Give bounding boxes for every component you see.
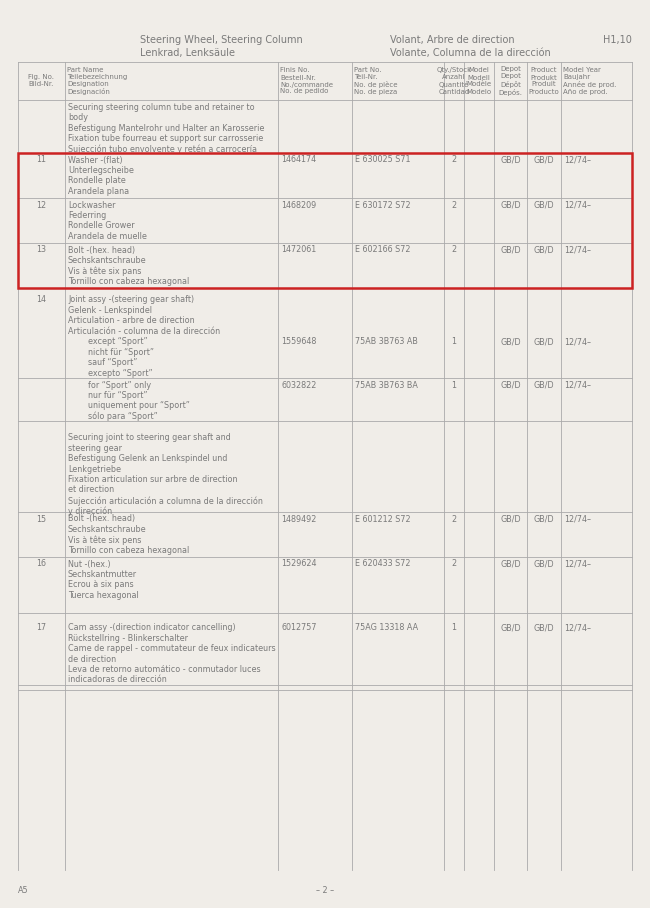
Text: 15: 15 (36, 515, 47, 524)
Text: 2: 2 (452, 559, 456, 568)
Text: 2: 2 (452, 515, 456, 524)
Text: Model Year
Baujahr
Année de prod.
Año de prod.: Model Year Baujahr Année de prod. Año de… (563, 67, 616, 95)
Text: Washer -(flat)
Unterlegscheibe
Rondelle plate
Arandela plana: Washer -(flat) Unterlegscheibe Rondelle … (68, 155, 134, 196)
Text: 12/74–: 12/74– (564, 624, 591, 633)
Text: Cam assy -(direction indicator cancelling)
Rückstellring - Blinkerschalter
Came : Cam assy -(direction indicator cancellin… (68, 624, 276, 685)
Text: 1559648: 1559648 (281, 338, 317, 347)
Text: GB/D: GB/D (500, 245, 521, 254)
Text: GB/D: GB/D (534, 559, 554, 568)
Text: 2: 2 (452, 201, 456, 210)
Text: Joint assy -(steering gear shaft)
Gelenk - Lenkspindel
Articulation - arbre de d: Joint assy -(steering gear shaft) Gelenk… (68, 295, 220, 336)
Text: E 602166 S72: E 602166 S72 (355, 245, 411, 254)
Text: GB/D: GB/D (500, 201, 521, 210)
Text: Depot
Depot
Dépôt
Depós.: Depot Depot Dépôt Depós. (499, 66, 523, 95)
Text: Qty./Stock
Anzahl
Quantité
Cantidad: Qty./Stock Anzahl Quantité Cantidad (436, 67, 472, 95)
Text: 75AG 13318 AA: 75AG 13318 AA (355, 624, 418, 633)
Text: Fig. No.
Bild-Nr.: Fig. No. Bild-Nr. (29, 74, 55, 87)
Text: E 601212 S72: E 601212 S72 (355, 515, 411, 524)
Text: Lockwasher
Federring
Rondelle Grower
Arandela de muelle: Lockwasher Federring Rondelle Grower Ara… (68, 201, 147, 241)
Text: E 620433 S72: E 620433 S72 (355, 559, 411, 568)
Text: E 630025 S71: E 630025 S71 (355, 155, 411, 164)
Text: 14: 14 (36, 295, 47, 304)
Text: Lenkrad, Lenksäule: Lenkrad, Lenksäule (140, 48, 235, 58)
Text: GB/D: GB/D (500, 559, 521, 568)
Text: GB/D: GB/D (534, 245, 554, 254)
Text: Model
Modell
Modèle
Modelo: Model Modell Modèle Modelo (467, 67, 491, 94)
Text: GB/D: GB/D (500, 515, 521, 524)
Text: GB/D: GB/D (534, 380, 554, 390)
Text: for “Sport” only
nur für “Sport”
uniquement pour “Sport”
sólo para “Sport”: for “Sport” only nur für “Sport” uniquem… (88, 380, 190, 421)
Text: 11: 11 (36, 155, 47, 164)
Text: 2: 2 (452, 245, 456, 254)
Text: GB/D: GB/D (534, 155, 554, 164)
Text: except “Sport”
nicht für “Sport”
sauf “Sport”
excepto “Sport”: except “Sport” nicht für “Sport” sauf “S… (88, 338, 154, 378)
Text: 1464174: 1464174 (281, 155, 316, 164)
Text: GB/D: GB/D (500, 338, 521, 347)
Text: GB/D: GB/D (534, 201, 554, 210)
Text: 12/74–: 12/74– (564, 245, 591, 254)
Text: Part No.
Teil-Nr.
No. de pièce
No. de pieza: Part No. Teil-Nr. No. de pièce No. de pi… (354, 67, 398, 95)
Text: H1,10: H1,10 (603, 35, 632, 45)
Text: Volante, Columna de la dirección: Volante, Columna de la dirección (390, 48, 551, 58)
Text: 1468209: 1468209 (281, 201, 317, 210)
Text: Steering Wheel, Steering Column: Steering Wheel, Steering Column (140, 35, 303, 45)
Text: 12/74–: 12/74– (564, 380, 591, 390)
Text: 12: 12 (36, 201, 47, 210)
Text: 1489492: 1489492 (281, 515, 317, 524)
Text: 12/74–: 12/74– (564, 338, 591, 347)
Text: A5: A5 (18, 886, 29, 895)
Text: Securing joint to steering gear shaft and
steering gear
Befestigung Gelenk an Le: Securing joint to steering gear shaft an… (68, 433, 263, 517)
Text: Bolt -(hex. head)
Sechskantschraube
Vis à tête six pans
Tornillo con cabeza hexa: Bolt -(hex. head) Sechskantschraube Vis … (68, 245, 189, 286)
Text: 6012757: 6012757 (281, 624, 317, 633)
Text: 1529624: 1529624 (281, 559, 317, 568)
Text: 75AB 3B763 AB: 75AB 3B763 AB (355, 338, 418, 347)
Text: 2: 2 (452, 155, 456, 164)
Text: Finis No.
Bestell-Nr.
No./commande
No. de pedido: Finis No. Bestell-Nr. No./commande No. d… (280, 67, 333, 94)
Text: GB/D: GB/D (534, 338, 554, 347)
Text: Part Name
Teilebezeichnung
Designation
Designación: Part Name Teilebezeichnung Designation D… (67, 67, 127, 95)
Text: E 630172 S72: E 630172 S72 (355, 201, 411, 210)
Text: Bolt -(hex. head)
Sechskantschraube
Vis à tête six pens
Tornillo con cabeza hexa: Bolt -(hex. head) Sechskantschraube Vis … (68, 515, 189, 556)
Text: 13: 13 (36, 245, 47, 254)
Text: 12/74–: 12/74– (564, 559, 591, 568)
Text: 75AB 3B763 BA: 75AB 3B763 BA (355, 380, 418, 390)
Text: GB/D: GB/D (534, 624, 554, 633)
Text: Securing steering column tube and retainer to
body
Befestigung Mantelrohr und Ha: Securing steering column tube and retain… (68, 103, 265, 154)
Text: 1472061: 1472061 (281, 245, 317, 254)
Text: 12/74–: 12/74– (564, 155, 591, 164)
Text: Product
Produkt
Produit
Producto: Product Produkt Produit Producto (528, 67, 560, 94)
Text: GB/D: GB/D (500, 380, 521, 390)
Text: GB/D: GB/D (500, 624, 521, 633)
Text: 1: 1 (452, 624, 456, 633)
Bar (18, 153, 632, 288)
Text: 1: 1 (452, 338, 456, 347)
Text: Volant, Arbre de direction: Volant, Arbre de direction (390, 35, 515, 45)
Text: – 2 –: – 2 – (316, 886, 334, 895)
Text: 1: 1 (452, 380, 456, 390)
Text: 12/74–: 12/74– (564, 201, 591, 210)
Text: Nut -(hex.)
Sechskantmutter
Ecrou à six pans
Tuerca hexagonal: Nut -(hex.) Sechskantmutter Ecrou à six … (68, 559, 138, 599)
Text: 17: 17 (36, 624, 47, 633)
Text: 6032822: 6032822 (281, 380, 317, 390)
Text: 12/74–: 12/74– (564, 515, 591, 524)
Text: 16: 16 (36, 559, 47, 568)
Text: GB/D: GB/D (500, 155, 521, 164)
Text: GB/D: GB/D (534, 515, 554, 524)
